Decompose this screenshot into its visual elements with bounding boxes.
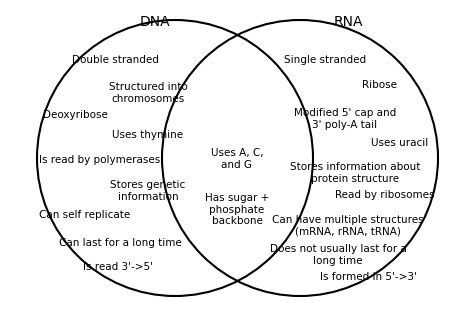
Text: Deoxyribose: Deoxyribose — [43, 110, 108, 120]
Text: Double stranded: Double stranded — [72, 55, 158, 65]
Text: Read by ribosomes: Read by ribosomes — [335, 190, 435, 200]
Text: DNA: DNA — [140, 15, 170, 29]
Text: Is read by polymerases: Is read by polymerases — [39, 155, 161, 165]
Text: RNA: RNA — [333, 15, 363, 29]
Text: Can have multiple structures
(mRNA, rRNA, tRNA): Can have multiple structures (mRNA, rRNA… — [272, 215, 424, 237]
Text: Modified 5' cap and
3' poly-A tail: Modified 5' cap and 3' poly-A tail — [294, 108, 396, 129]
Text: Stores genetic
information: Stores genetic information — [110, 180, 186, 201]
Text: Can last for a long time: Can last for a long time — [59, 238, 182, 248]
Text: Stores information about
protein structure: Stores information about protein structu… — [290, 162, 420, 184]
Text: Has sugar +
phosphate
backbone: Has sugar + phosphate backbone — [205, 193, 269, 226]
Text: Uses A, C,
and G: Uses A, C, and G — [210, 148, 264, 170]
Text: Uses thymine: Uses thymine — [112, 130, 183, 140]
Text: Uses uracil: Uses uracil — [371, 138, 428, 148]
Text: Is read 3'->5': Is read 3'->5' — [83, 262, 153, 272]
Text: Ribose: Ribose — [363, 80, 398, 90]
Text: Is formed in 5'->3': Is formed in 5'->3' — [319, 272, 417, 282]
Text: Can self replicate: Can self replicate — [39, 210, 131, 220]
Text: Does not usually last for a
long time: Does not usually last for a long time — [270, 244, 406, 266]
Text: Structured into
chromosomes: Structured into chromosomes — [109, 82, 187, 104]
Text: Single stranded: Single stranded — [284, 55, 366, 65]
